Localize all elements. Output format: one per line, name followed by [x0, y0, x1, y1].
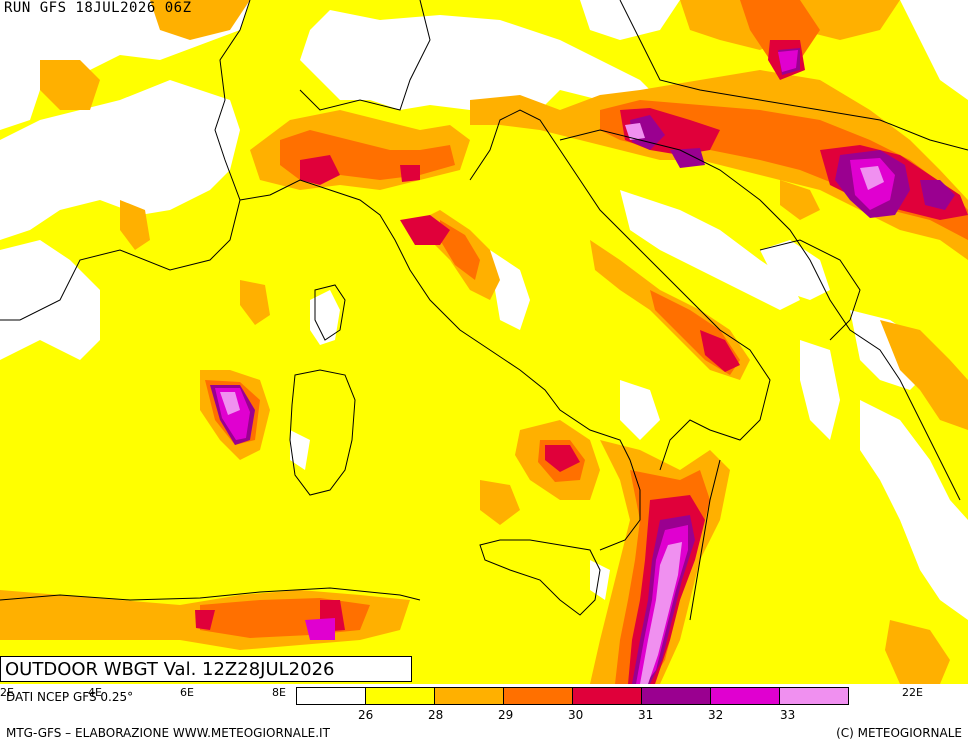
legend-label-31: 31: [638, 708, 654, 722]
footer-credit: MTG-GFS – ELABORAZIONE WWW.METEOGIORNALE…: [6, 726, 330, 740]
wbgt-map: [0, 0, 968, 684]
legend-label-26: 26: [358, 708, 374, 722]
lon-tick-6e: 6E: [180, 686, 194, 699]
legend-swatch-1: [365, 687, 435, 705]
legend-swatch-2: [434, 687, 504, 705]
legend-swatch-7: [779, 687, 849, 705]
title-box: OUTDOOR WBGT Val. 12Z28JUL2026: [0, 656, 412, 682]
legend-swatch-3: [503, 687, 573, 705]
legend-label-33: 33: [780, 708, 796, 722]
lon-tick-8e: 8E: [272, 686, 286, 699]
lon-tick-4e: 4E: [88, 686, 102, 699]
map-title: OUTDOOR WBGT Val. 12Z28JUL2026: [5, 659, 335, 680]
data-source: DATI NCEP GFS 0.25°: [6, 690, 134, 704]
run-label: RUN GFS 18JUL2026 06Z: [4, 0, 192, 16]
legend-label-28: 28: [428, 708, 444, 722]
coastlines: [0, 0, 968, 621]
lon-tick-22e: 22E: [902, 686, 923, 699]
legend-label-29: 29: [498, 708, 514, 722]
legend-swatch-0: [296, 687, 366, 705]
low-values-areas: [0, 0, 968, 620]
pink-areas: [220, 123, 884, 684]
legend-label-32: 32: [708, 708, 724, 722]
lon-tick-2e: 2E: [0, 686, 14, 699]
legend-label-30: 30: [568, 708, 584, 722]
color-legend: [296, 687, 849, 705]
legend-swatch-6: [710, 687, 780, 705]
footer-copyright: (C) METEOGIORNALE: [836, 726, 962, 740]
legend-swatch-5: [641, 687, 711, 705]
legend-swatch-4: [572, 687, 642, 705]
